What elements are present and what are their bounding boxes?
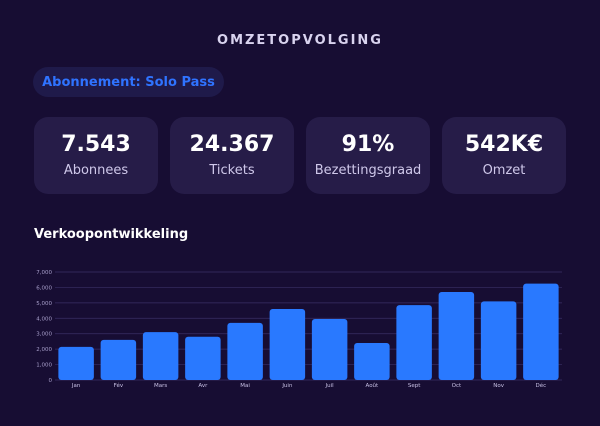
- subscription-plan-badge[interactable]: Abonnement: Solo Pass: [33, 67, 224, 97]
- x-tick-label: Fév: [114, 382, 124, 389]
- bar-avr[interactable]: [185, 336, 221, 380]
- kpi-value-revenue: 542K€: [464, 132, 544, 157]
- kpi-label-revenue: Omzet: [482, 163, 526, 178]
- bar-juin[interactable]: [269, 309, 306, 380]
- x-tick-label: Jan: [71, 383, 81, 389]
- bar-juil[interactable]: [311, 319, 348, 380]
- x-tick-label: Août: [366, 382, 380, 389]
- kpi-label-occupancy: Bezettingsgraad: [314, 163, 422, 178]
- page-title: OMZETOPVOLGING: [217, 33, 383, 48]
- bar-déc[interactable]: [523, 283, 559, 380]
- bar-fév[interactable]: [100, 339, 137, 380]
- y-tick-label: 6,000: [36, 285, 52, 291]
- bar-août[interactable]: [354, 342, 390, 380]
- x-tick-label: Oct: [452, 383, 462, 389]
- bar-mai[interactable]: [227, 322, 263, 380]
- y-tick-label: 1,000: [36, 363, 52, 369]
- kpi-row: 7.543 Abonnees 24.367 Tickets 91% Bezett…: [34, 117, 566, 194]
- x-tick-label: Nov: [493, 383, 504, 389]
- kpi-label-subscribers: Abonnees: [63, 163, 129, 178]
- kpi-value-tickets: 24.367: [189, 132, 275, 157]
- kpi-card-revenue: 542K€ Omzet: [442, 117, 566, 194]
- bar-jan[interactable]: [58, 346, 94, 380]
- x-tick-label: Juin: [281, 383, 293, 389]
- bar-sept[interactable]: [396, 305, 432, 380]
- kpi-value-occupancy: 91%: [341, 132, 395, 157]
- kpi-value-subscribers: 7.543: [61, 132, 131, 157]
- y-tick-label: 5,000: [36, 301, 52, 307]
- x-tick-label: Sept: [408, 383, 421, 389]
- bar-nov[interactable]: [480, 301, 517, 380]
- sales-trend-title: Verkoopontwikkeling: [34, 227, 189, 242]
- y-tick-label: 7,000: [36, 270, 52, 276]
- kpi-card-tickets: 24.367 Tickets: [170, 117, 294, 194]
- y-tick-label: 4,000: [36, 316, 52, 322]
- x-tick-label: Mai: [240, 383, 250, 389]
- y-tick-label: 0: [49, 378, 53, 384]
- x-tick-label: Mars: [154, 383, 167, 389]
- bar-oct[interactable]: [438, 292, 475, 380]
- sales-bar-chart: 0 1,000 2,000 3,000 4,000 5,000 6,000 7,000 Jan F…: [36, 270, 562, 389]
- x-tick-label: Avr: [198, 383, 208, 389]
- y-tick-label: 3,000: [36, 332, 52, 338]
- kpi-card-subscribers: 7.543 Abonnees: [34, 117, 158, 194]
- y-tick-label: 2,000: [36, 347, 52, 353]
- x-tick-label: Déc: [536, 382, 547, 389]
- bar-mars[interactable]: [142, 332, 179, 380]
- x-tick-label: Juil: [325, 383, 335, 389]
- kpi-label-tickets: Tickets: [209, 163, 255, 178]
- kpi-card-occupancy: 91% Bezettingsgraad: [306, 117, 430, 194]
